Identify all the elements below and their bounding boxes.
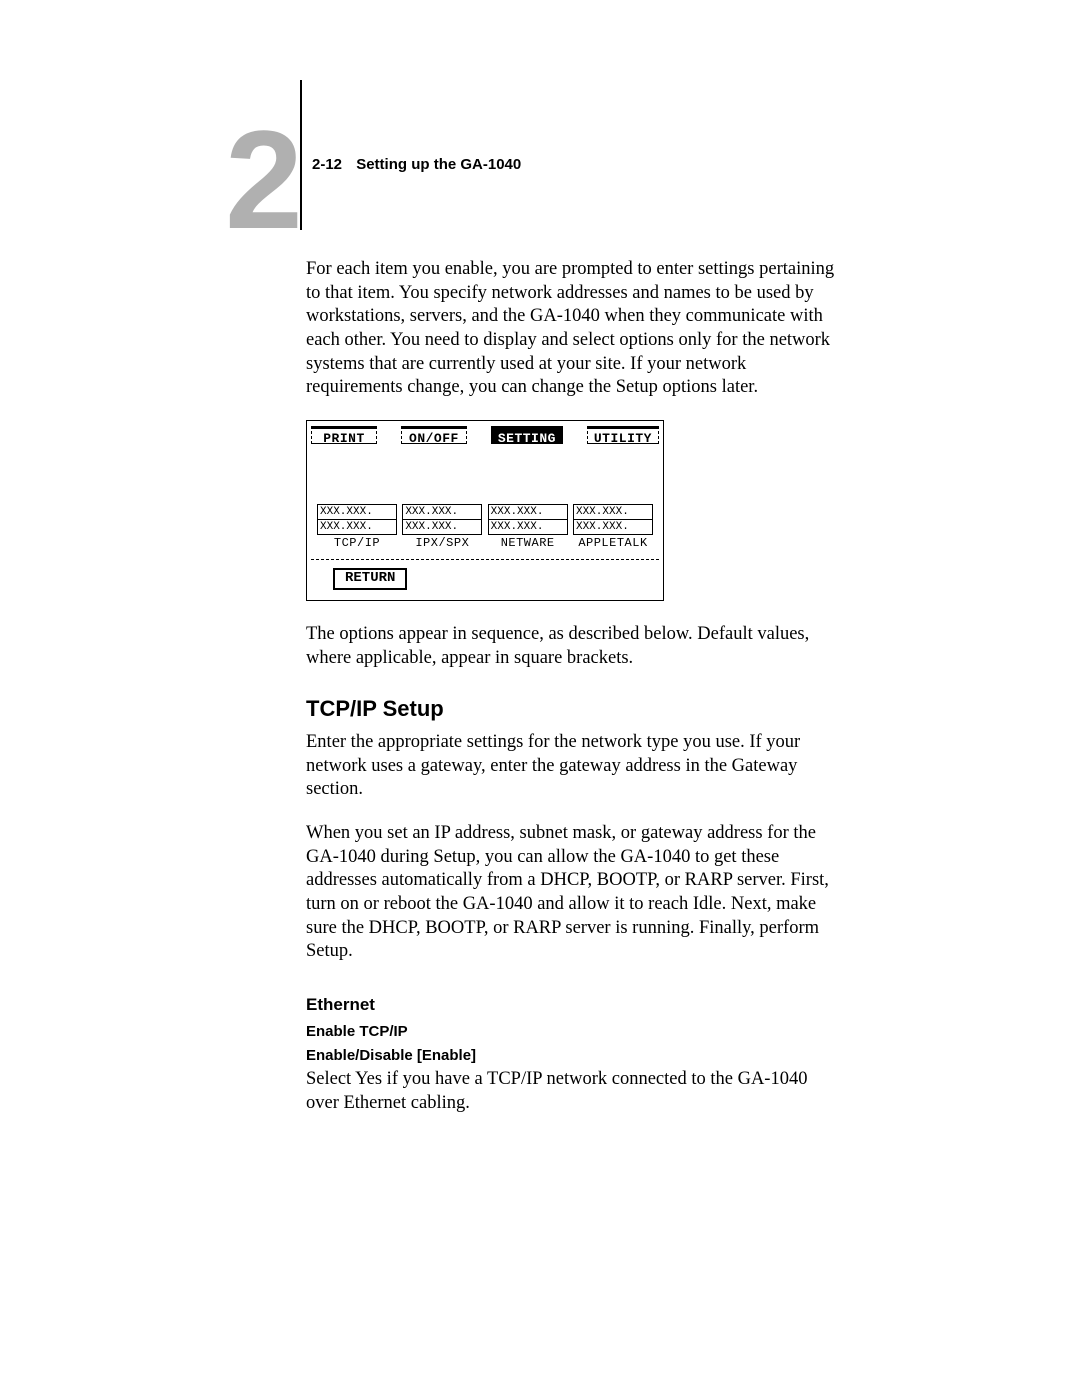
- field: XXX.XXX.: [488, 504, 568, 520]
- tcpip-para2: When you set an IP address, subnet mask,…: [306, 822, 836, 964]
- col-label: IPX/SPX: [402, 534, 482, 551]
- tab-print[interactable]: PRINT: [311, 426, 377, 444]
- section-title: Setting up the GA-1040: [356, 156, 521, 173]
- field: XXX.XXX.: [402, 519, 482, 535]
- panel-columns: XXX.XXX. XXX.XXX. TCP/IP XXX.XXX. XXX.XX…: [311, 448, 659, 560]
- panel-tabs: PRINT ON/OFF SETTING UTILITY: [307, 421, 663, 448]
- field: XXX.XXX.: [402, 504, 482, 520]
- after-panel-paragraph: The options appear in sequence, as descr…: [306, 623, 836, 670]
- return-button[interactable]: RETURN: [333, 568, 407, 590]
- tcpip-para1: Enter the appropriate settings for the n…: [306, 731, 836, 802]
- body-column: For each item you enable, you are prompt…: [306, 258, 836, 1136]
- col-label: APPLETALK: [573, 534, 653, 551]
- col-netware[interactable]: XXX.XXX. XXX.XXX. NETWARE: [488, 504, 568, 551]
- col-label: TCP/IP: [317, 534, 397, 551]
- tab-utility[interactable]: UTILITY: [587, 426, 659, 444]
- col-appletalk[interactable]: XXX.XXX. XXX.XXX. APPLETALK: [573, 504, 653, 551]
- setting-enable-tcpip-values: Enable/Disable [Enable]: [306, 1046, 836, 1066]
- field: XXX.XXX.: [573, 504, 653, 520]
- tab-setting[interactable]: SETTING: [491, 426, 563, 444]
- page: 2 2-12 Setting up the GA-1040 For each i…: [0, 0, 1080, 1397]
- col-ipxspx[interactable]: XXX.XXX. XXX.XXX. IPX/SPX: [402, 504, 482, 551]
- heading-tcpip-setup: TCP/IP Setup: [306, 695, 836, 723]
- control-panel-figure: PRINT ON/OFF SETTING UTILITY XXX.XXX. XX…: [306, 420, 664, 601]
- col-tcpip[interactable]: XXX.XXX. XXX.XXX. TCP/IP: [317, 504, 397, 551]
- field: XXX.XXX.: [488, 519, 568, 535]
- field: XXX.XXX.: [317, 504, 397, 520]
- setting-enable-tcpip-description: Select Yes if you have a TCP/IP network …: [306, 1068, 836, 1115]
- tab-onoff[interactable]: ON/OFF: [401, 426, 467, 444]
- field: XXX.XXX.: [317, 519, 397, 535]
- intro-paragraph: For each item you enable, you are prompt…: [306, 258, 836, 400]
- heading-ethernet: Ethernet: [306, 994, 836, 1016]
- running-head: 2-12 Setting up the GA-1040: [312, 156, 521, 173]
- setting-enable-tcpip-name: Enable TCP/IP: [306, 1022, 836, 1042]
- field: XXX.XXX.: [573, 519, 653, 535]
- page-reference: 2-12: [312, 156, 342, 173]
- panel-bottom: RETURN: [307, 560, 663, 600]
- header-divider: [300, 80, 302, 230]
- chapter-number: 2: [225, 110, 297, 250]
- col-label: NETWARE: [488, 534, 568, 551]
